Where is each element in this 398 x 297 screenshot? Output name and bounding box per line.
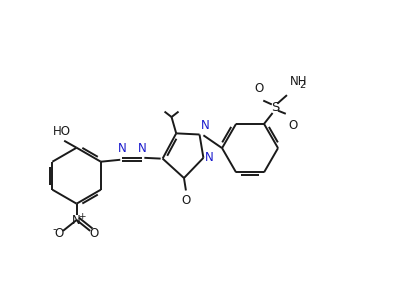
Text: +: +: [78, 212, 86, 221]
Text: O: O: [288, 119, 297, 132]
Text: HO: HO: [53, 125, 71, 138]
Text: -: -: [53, 224, 57, 234]
Text: NH: NH: [290, 75, 308, 88]
Text: O: O: [181, 194, 191, 207]
Text: N: N: [138, 142, 147, 155]
Text: N: N: [205, 151, 214, 164]
Text: O: O: [89, 228, 98, 241]
Text: O: O: [254, 82, 263, 95]
Text: N: N: [201, 119, 209, 132]
Text: N: N: [118, 142, 127, 155]
Text: S: S: [271, 101, 279, 114]
Text: 2: 2: [299, 80, 305, 90]
Text: N: N: [72, 214, 81, 227]
Text: O: O: [55, 228, 64, 241]
